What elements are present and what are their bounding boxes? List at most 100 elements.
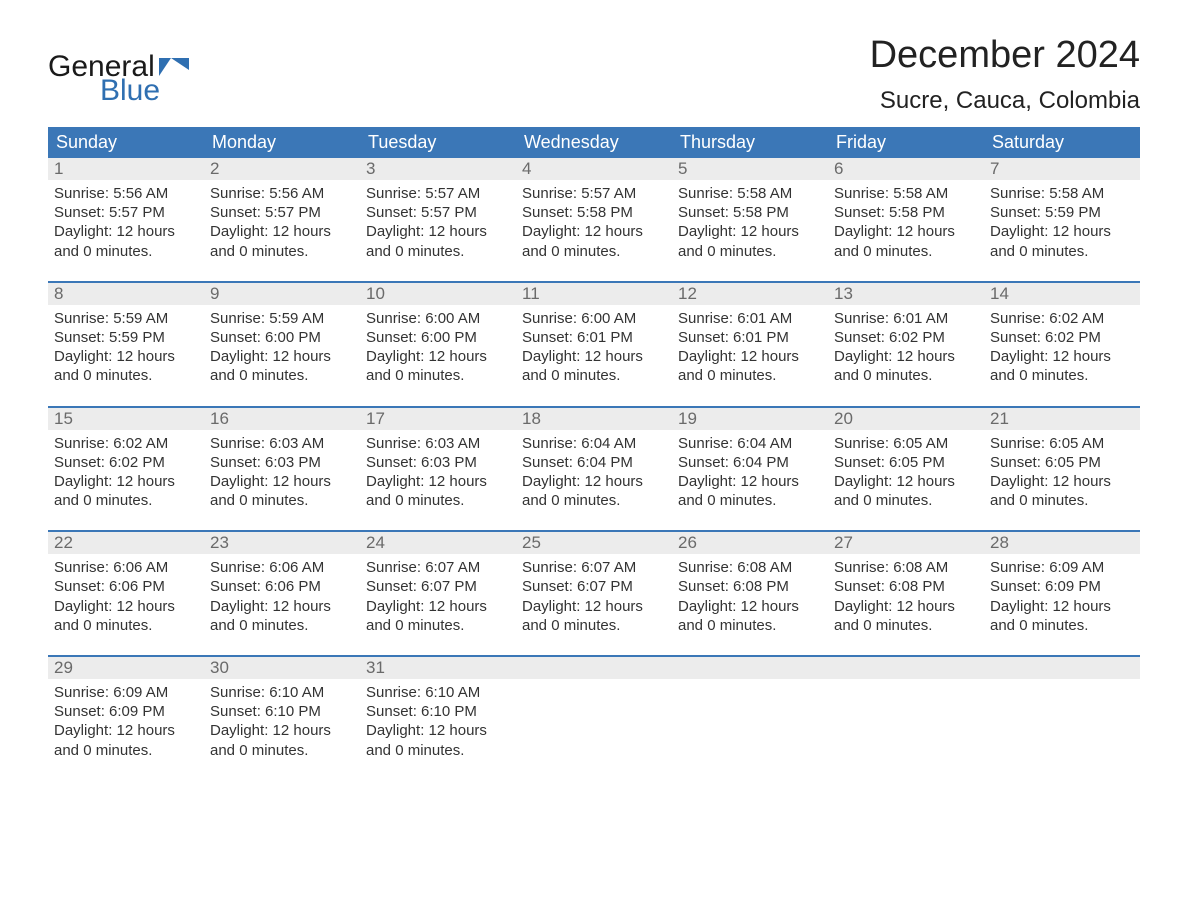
day-body: Sunrise: 5:59 AMSunset: 6:00 PMDaylight:… (204, 305, 360, 392)
calendar-day: 19Sunrise: 6:04 AMSunset: 6:04 PMDayligh… (672, 408, 828, 517)
day-number: 28 (984, 532, 1140, 554)
day-number: 22 (48, 532, 204, 554)
calendar-week: 8Sunrise: 5:59 AMSunset: 5:59 PMDaylight… (48, 281, 1140, 392)
sunset-line: Sunset: 5:58 PM (522, 203, 666, 222)
calendar-day: 31Sunrise: 6:10 AMSunset: 6:10 PMDayligh… (360, 657, 516, 766)
sunset-line: Sunset: 6:02 PM (834, 328, 978, 347)
daylight-line: Daylight: 12 hours and 0 minutes. (834, 222, 978, 260)
sunrise-line: Sunrise: 6:04 AM (678, 434, 822, 453)
sunrise-line: Sunrise: 6:06 AM (54, 558, 198, 577)
daylight-line: Daylight: 12 hours and 0 minutes. (990, 347, 1134, 385)
calendar: Sunday Monday Tuesday Wednesday Thursday… (48, 127, 1140, 766)
sunrise-line: Sunrise: 6:00 AM (522, 309, 666, 328)
day-number: 18 (516, 408, 672, 430)
sunrise-line: Sunrise: 5:56 AM (54, 184, 198, 203)
day-body: Sunrise: 6:01 AMSunset: 6:02 PMDaylight:… (828, 305, 984, 392)
sunset-line: Sunset: 5:58 PM (834, 203, 978, 222)
calendar-day: 20Sunrise: 6:05 AMSunset: 6:05 PMDayligh… (828, 408, 984, 517)
sunset-line: Sunset: 6:07 PM (522, 577, 666, 596)
logo-flag-icon (159, 58, 189, 76)
calendar-day: 14Sunrise: 6:02 AMSunset: 6:02 PMDayligh… (984, 283, 1140, 392)
sunset-line: Sunset: 6:10 PM (210, 702, 354, 721)
sunset-line: Sunset: 5:58 PM (678, 203, 822, 222)
daylight-line: Daylight: 12 hours and 0 minutes. (366, 472, 510, 510)
day-number: 8 (48, 283, 204, 305)
day-number: 6 (828, 158, 984, 180)
sunrise-line: Sunrise: 5:58 AM (834, 184, 978, 203)
sunrise-line: Sunrise: 6:00 AM (366, 309, 510, 328)
day-number: 14 (984, 283, 1140, 305)
day-body: Sunrise: 6:08 AMSunset: 6:08 PMDaylight:… (672, 554, 828, 641)
day-body: Sunrise: 6:09 AMSunset: 6:09 PMDaylight:… (48, 679, 204, 766)
day-number: 4 (516, 158, 672, 180)
calendar-day: 13Sunrise: 6:01 AMSunset: 6:02 PMDayligh… (828, 283, 984, 392)
sunset-line: Sunset: 6:04 PM (522, 453, 666, 472)
daylight-line: Daylight: 12 hours and 0 minutes. (366, 721, 510, 759)
daylight-line: Daylight: 12 hours and 0 minutes. (522, 472, 666, 510)
sunset-line: Sunset: 6:03 PM (366, 453, 510, 472)
day-body: Sunrise: 6:01 AMSunset: 6:01 PMDaylight:… (672, 305, 828, 392)
sunset-line: Sunset: 6:09 PM (54, 702, 198, 721)
daylight-line: Daylight: 12 hours and 0 minutes. (678, 222, 822, 260)
day-body: Sunrise: 6:02 AMSunset: 6:02 PMDaylight:… (984, 305, 1140, 392)
calendar-day: 21Sunrise: 6:05 AMSunset: 6:05 PMDayligh… (984, 408, 1140, 517)
sunrise-line: Sunrise: 6:05 AM (990, 434, 1134, 453)
calendar-day: 4Sunrise: 5:57 AMSunset: 5:58 PMDaylight… (516, 158, 672, 267)
weekday-header: Saturday (984, 127, 1140, 158)
calendar-day: 2Sunrise: 5:56 AMSunset: 5:57 PMDaylight… (204, 158, 360, 267)
day-body: Sunrise: 6:09 AMSunset: 6:09 PMDaylight:… (984, 554, 1140, 641)
calendar-day: 3Sunrise: 5:57 AMSunset: 5:57 PMDaylight… (360, 158, 516, 267)
sunrise-line: Sunrise: 6:01 AM (678, 309, 822, 328)
sunrise-line: Sunrise: 6:03 AM (210, 434, 354, 453)
day-number: 10 (360, 283, 516, 305)
calendar-day: 16Sunrise: 6:03 AMSunset: 6:03 PMDayligh… (204, 408, 360, 517)
day-number: 24 (360, 532, 516, 554)
daylight-line: Daylight: 12 hours and 0 minutes. (54, 347, 198, 385)
daylight-line: Daylight: 12 hours and 0 minutes. (210, 222, 354, 260)
weekday-header: Friday (828, 127, 984, 158)
day-number: 29 (48, 657, 204, 679)
sunset-line: Sunset: 6:05 PM (834, 453, 978, 472)
day-number: 12 (672, 283, 828, 305)
calendar-day: 5Sunrise: 5:58 AMSunset: 5:58 PMDaylight… (672, 158, 828, 267)
daylight-line: Daylight: 12 hours and 0 minutes. (522, 597, 666, 635)
day-number: 30 (204, 657, 360, 679)
daylight-line: Daylight: 12 hours and 0 minutes. (54, 222, 198, 260)
calendar-week: 15Sunrise: 6:02 AMSunset: 6:02 PMDayligh… (48, 406, 1140, 517)
daylight-line: Daylight: 12 hours and 0 minutes. (834, 597, 978, 635)
weekday-header: Tuesday (360, 127, 516, 158)
sunset-line: Sunset: 6:00 PM (366, 328, 510, 347)
day-body: Sunrise: 5:58 AMSunset: 5:59 PMDaylight:… (984, 180, 1140, 267)
sunset-line: Sunset: 6:02 PM (54, 453, 198, 472)
sunrise-line: Sunrise: 5:59 AM (210, 309, 354, 328)
sunrise-line: Sunrise: 6:08 AM (834, 558, 978, 577)
sunrise-line: Sunrise: 6:09 AM (990, 558, 1134, 577)
day-number: 26 (672, 532, 828, 554)
sunset-line: Sunset: 6:07 PM (366, 577, 510, 596)
day-body: Sunrise: 5:56 AMSunset: 5:57 PMDaylight:… (204, 180, 360, 267)
sunset-line: Sunset: 6:03 PM (210, 453, 354, 472)
calendar-day: 22Sunrise: 6:06 AMSunset: 6:06 PMDayligh… (48, 532, 204, 641)
sunrise-line: Sunrise: 6:09 AM (54, 683, 198, 702)
day-number: 27 (828, 532, 984, 554)
sunrise-line: Sunrise: 5:56 AM (210, 184, 354, 203)
calendar-day: 15Sunrise: 6:02 AMSunset: 6:02 PMDayligh… (48, 408, 204, 517)
sunset-line: Sunset: 5:57 PM (366, 203, 510, 222)
daylight-line: Daylight: 12 hours and 0 minutes. (522, 222, 666, 260)
daylight-line: Daylight: 12 hours and 0 minutes. (210, 472, 354, 510)
weekday-header: Thursday (672, 127, 828, 158)
calendar-day: 23Sunrise: 6:06 AMSunset: 6:06 PMDayligh… (204, 532, 360, 641)
day-number: 1 (48, 158, 204, 180)
sunset-line: Sunset: 5:59 PM (54, 328, 198, 347)
day-number: 20 (828, 408, 984, 430)
day-number: 31 (360, 657, 516, 679)
calendar-day: 18Sunrise: 6:04 AMSunset: 6:04 PMDayligh… (516, 408, 672, 517)
sunset-line: Sunset: 6:04 PM (678, 453, 822, 472)
day-number: 11 (516, 283, 672, 305)
calendar-day: 7Sunrise: 5:58 AMSunset: 5:59 PMDaylight… (984, 158, 1140, 267)
daylight-line: Daylight: 12 hours and 0 minutes. (366, 597, 510, 635)
calendar-day: 10Sunrise: 6:00 AMSunset: 6:00 PMDayligh… (360, 283, 516, 392)
sunrise-line: Sunrise: 6:02 AM (990, 309, 1134, 328)
sunrise-line: Sunrise: 5:59 AM (54, 309, 198, 328)
titles: December 2024 Sucre, Cauca, Colombia (870, 34, 1140, 115)
